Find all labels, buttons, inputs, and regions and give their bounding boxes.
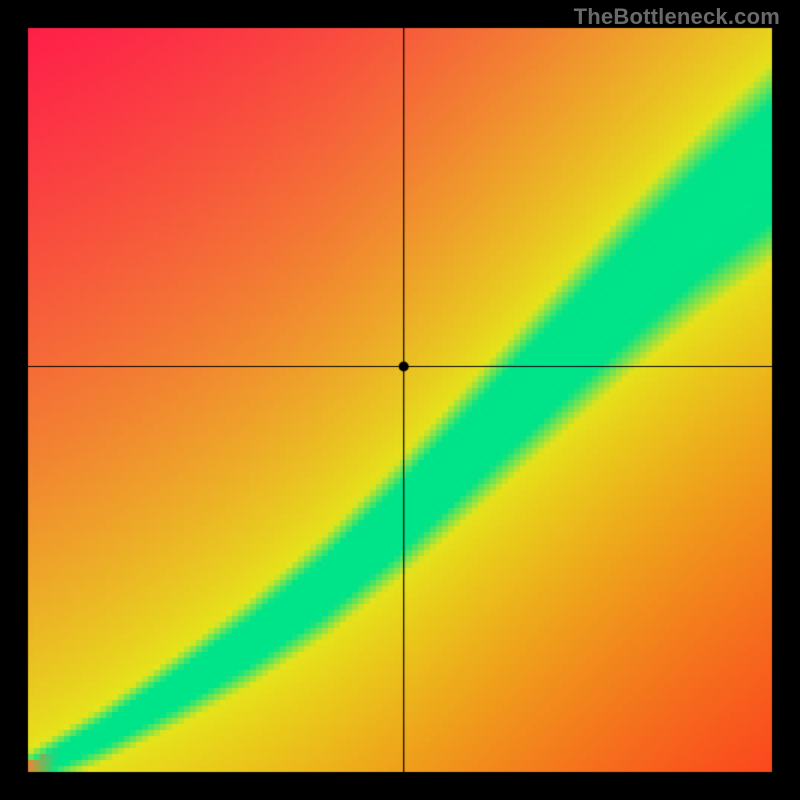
watermark-text: TheBottleneck.com [574,4,780,30]
bottleneck-heatmap-canvas [0,0,800,800]
chart-container: TheBottleneck.com [0,0,800,800]
